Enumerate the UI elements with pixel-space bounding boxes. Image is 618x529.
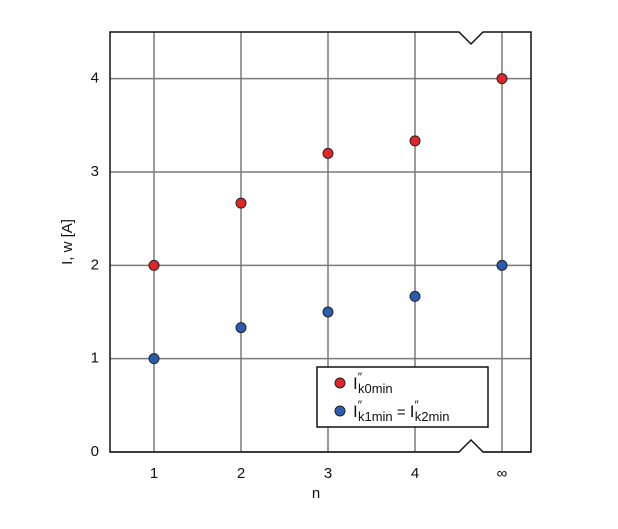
legend-box <box>316 366 489 428</box>
x-tick-label: 3 <box>324 465 332 482</box>
legend-marker <box>334 377 346 389</box>
x-tick-label: 2 <box>237 465 245 482</box>
point <box>496 73 508 85</box>
y-tick-label: 4 <box>91 70 99 87</box>
point <box>148 353 160 365</box>
point <box>322 147 334 159</box>
axis-break <box>458 31 484 453</box>
y-axis-label: I, w [A] <box>59 219 76 265</box>
point <box>235 197 247 209</box>
legend-label: I″k0min​ <box>353 370 393 396</box>
y-tick-label: 0 <box>91 443 99 460</box>
point <box>235 322 247 334</box>
x-tick-label: 4 <box>411 465 419 482</box>
y-tick-label: 2 <box>91 256 99 273</box>
y-tick-label: 3 <box>91 163 99 180</box>
grid <box>110 32 531 453</box>
x-axis-label: n <box>312 485 320 502</box>
point <box>409 290 421 302</box>
x-tick-label: 1 <box>150 465 158 482</box>
legend-label: I″k1min​ = I″k2min​ <box>353 398 449 424</box>
point <box>322 306 334 318</box>
legend-marker <box>334 405 346 417</box>
x-tick-label: ∞ <box>497 465 508 482</box>
plot-border <box>109 31 532 453</box>
point <box>496 259 508 271</box>
point <box>409 135 421 147</box>
point <box>148 259 160 271</box>
y-tick-label: 1 <box>91 350 99 367</box>
